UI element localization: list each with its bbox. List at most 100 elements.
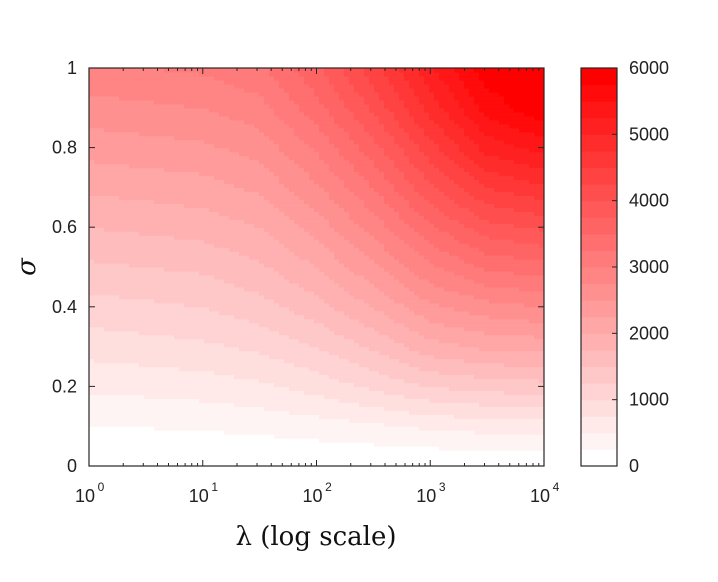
heatmap-cell bbox=[204, 430, 210, 435]
heatmap-cell bbox=[214, 191, 220, 196]
heatmap-cell bbox=[249, 239, 255, 244]
heatmap-cell bbox=[304, 80, 310, 85]
heatmap-cell bbox=[94, 132, 100, 137]
heatmap-cell bbox=[264, 450, 270, 455]
heatmap-cell bbox=[89, 72, 95, 77]
heatmap-cell bbox=[329, 100, 335, 105]
heatmap-cell bbox=[199, 215, 205, 220]
heatmap-cell bbox=[244, 315, 250, 320]
heatmap-cell bbox=[284, 140, 290, 145]
heatmap-cell bbox=[134, 434, 140, 439]
heatmap-cell bbox=[249, 283, 255, 288]
heatmap-cell bbox=[194, 84, 200, 89]
heatmap-cell bbox=[129, 454, 135, 459]
heatmap-cell bbox=[284, 96, 290, 101]
heatmap-cell bbox=[254, 398, 260, 403]
heatmap-cell bbox=[94, 84, 100, 89]
heatmap-cell bbox=[189, 255, 195, 260]
heatmap-cell bbox=[114, 263, 120, 268]
heatmap-cell bbox=[309, 231, 315, 236]
heatmap-cell bbox=[114, 402, 120, 407]
heatmap-cell bbox=[154, 251, 160, 256]
heatmap-cell bbox=[299, 80, 305, 85]
heatmap-cell bbox=[129, 116, 135, 121]
heatmap-cell bbox=[309, 315, 315, 320]
heatmap-cell bbox=[109, 363, 115, 368]
heatmap-cell bbox=[114, 140, 120, 145]
heatmap-cell bbox=[209, 311, 215, 316]
heatmap-cell bbox=[324, 267, 330, 272]
heatmap-cell bbox=[229, 347, 235, 352]
heatmap-cell bbox=[204, 446, 210, 451]
heatmap-cell bbox=[304, 156, 310, 161]
heatmap-cell bbox=[99, 267, 105, 272]
heatmap-cell bbox=[169, 112, 175, 117]
heatmap-cell bbox=[304, 359, 310, 364]
heatmap-cell bbox=[114, 323, 120, 328]
heatmap-cell bbox=[249, 171, 255, 176]
heatmap-cell bbox=[219, 315, 225, 320]
heatmap-cell bbox=[309, 291, 315, 296]
heatmap-cell bbox=[204, 199, 210, 204]
heatmap-cell bbox=[129, 426, 135, 431]
heatmap-cell bbox=[154, 267, 160, 272]
heatmap-cell bbox=[304, 247, 310, 252]
heatmap-cell bbox=[214, 299, 220, 304]
heatmap-cell bbox=[199, 454, 205, 459]
heatmap-cell bbox=[129, 100, 135, 105]
heatmap-cell bbox=[134, 80, 140, 85]
heatmap-cell bbox=[149, 311, 155, 316]
heatmap-cell bbox=[289, 370, 295, 375]
heatmap-cell bbox=[189, 374, 195, 379]
heatmap-cell bbox=[264, 355, 270, 360]
heatmap-cell bbox=[119, 339, 125, 344]
heatmap-cell bbox=[274, 92, 280, 97]
heatmap-cell bbox=[324, 136, 330, 141]
heatmap-cell bbox=[314, 422, 320, 427]
heatmap-cell bbox=[254, 203, 260, 208]
heatmap-cell bbox=[194, 438, 200, 443]
heatmap-cell bbox=[119, 335, 125, 340]
heatmap-cell bbox=[309, 454, 315, 459]
heatmap-cell bbox=[114, 438, 120, 443]
heatmap-cell bbox=[254, 120, 260, 125]
heatmap-cell bbox=[169, 454, 175, 459]
heatmap-cell bbox=[224, 319, 230, 324]
heatmap-cell bbox=[124, 410, 130, 415]
heatmap-cell bbox=[219, 295, 225, 300]
heatmap-cell bbox=[134, 295, 140, 300]
heatmap-cell bbox=[229, 378, 235, 383]
heatmap-cell bbox=[254, 410, 260, 415]
heatmap-cell bbox=[204, 406, 210, 411]
heatmap-cell bbox=[129, 378, 135, 383]
heatmap-cell bbox=[94, 120, 100, 125]
heatmap-cell bbox=[329, 315, 335, 320]
heatmap-cell bbox=[284, 263, 290, 268]
heatmap-cell bbox=[304, 263, 310, 268]
heatmap-cell bbox=[119, 406, 125, 411]
heatmap-cell bbox=[169, 215, 175, 220]
heatmap-cell bbox=[169, 247, 175, 252]
heatmap-cell bbox=[174, 124, 180, 129]
heatmap-cell bbox=[199, 382, 205, 387]
heatmap-cell bbox=[119, 116, 125, 121]
heatmap-cell bbox=[109, 303, 115, 308]
heatmap-cell bbox=[94, 68, 100, 73]
heatmap-cell bbox=[89, 446, 95, 451]
heatmap-cell bbox=[269, 295, 275, 300]
heatmap-cell bbox=[184, 104, 190, 109]
heatmap-cell bbox=[114, 195, 120, 200]
heatmap-cell bbox=[169, 239, 175, 244]
heatmap-cell bbox=[109, 378, 115, 383]
heatmap-cell bbox=[294, 410, 300, 415]
heatmap-cell bbox=[254, 319, 260, 324]
heatmap-cell bbox=[99, 458, 105, 463]
heatmap-cell bbox=[224, 140, 230, 145]
heatmap-cell bbox=[134, 263, 140, 268]
heatmap-cell bbox=[109, 72, 115, 77]
heatmap-cell bbox=[89, 323, 95, 328]
heatmap-cell bbox=[214, 339, 220, 344]
heatmap-cell bbox=[289, 183, 295, 188]
heatmap-cell bbox=[314, 347, 320, 352]
heatmap-cell bbox=[259, 367, 265, 372]
